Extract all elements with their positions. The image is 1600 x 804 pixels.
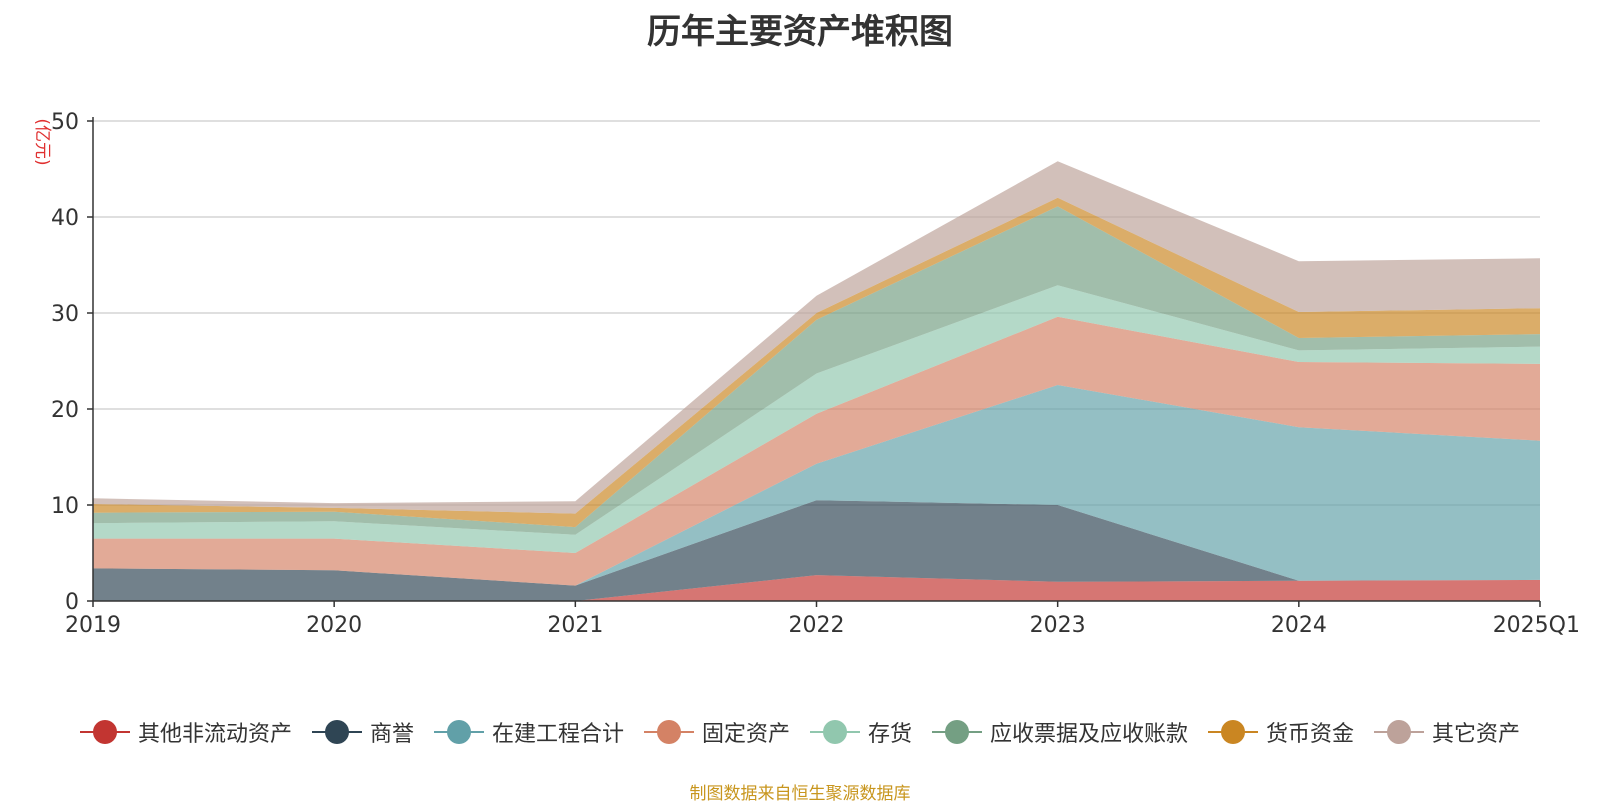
legend-item[interactable]: 应收票据及应收账款 [932, 716, 1188, 748]
source-note: 制图数据来自恒生聚源数据库 [689, 784, 911, 804]
axes: 0 10 20 30 40 50 2019 2020 2021 2022 2023 2024 2025Q… [51, 110, 1580, 638]
legend-marker-icon [810, 720, 860, 744]
legend-marker-icon [311, 720, 362, 744]
legend-label: 货币资金 [1266, 722, 1355, 747]
legend-marker-icon [79, 720, 130, 744]
y-unit-label: (亿元) [32, 118, 52, 165]
x-tick-label: 2019 [65, 613, 121, 638]
legend: 其他非流动资产 商誉 在建工程合计 固定资产 存货 应收票据及应收账款 货币资金 其它资产 [0, 716, 1600, 748]
legend-label: 其他非流动资产 [137, 722, 292, 747]
legend-item[interactable]: 其它资产 [1374, 716, 1520, 748]
y-tick-label: 10 [51, 494, 79, 519]
y-tick-label: 20 [51, 398, 79, 423]
y-tick-label: 30 [51, 302, 79, 327]
legend-item[interactable]: 商誉 [311, 716, 414, 748]
area-series-4 [93, 285, 1540, 553]
area-series-7 [93, 161, 1540, 514]
legend-label: 其它资产 [1432, 722, 1521, 747]
x-tick-label: 2024 [1271, 613, 1327, 638]
legend-item[interactable]: 其他非流动资产 [79, 716, 292, 748]
legend-item[interactable]: 在建工程合计 [433, 716, 624, 748]
x-tick-label: 2020 [306, 613, 362, 638]
legend-marker-icon [643, 720, 694, 744]
stacked-areas [93, 161, 1540, 601]
area-series-5 [93, 206, 1540, 535]
area-series-3 [93, 316, 1540, 586]
x-tick-label: 2023 [1030, 613, 1086, 638]
x-tick-label: 2021 [547, 613, 603, 638]
y-tick-label: 50 [51, 110, 79, 135]
chart-title: 历年主要资产堆积图 [647, 12, 953, 52]
legend-marker-icon [1374, 720, 1425, 744]
legend-item[interactable]: 货币资金 [1208, 716, 1354, 748]
y-tick-label: 0 [65, 590, 79, 615]
area-series-0 [93, 575, 1540, 601]
y-tick-label: 40 [51, 206, 79, 231]
legend-marker-icon [1208, 720, 1259, 744]
legend-label: 在建工程合计 [491, 722, 624, 747]
legend-label: 固定资产 [701, 722, 790, 747]
legend-label: 应收票据及应收账款 [990, 722, 1189, 747]
area-series-1 [93, 500, 1540, 601]
legend-marker-icon [932, 720, 983, 744]
x-tick-label: 2025Q1 [1493, 613, 1580, 638]
legend-item[interactable]: 固定资产 [643, 716, 790, 748]
legend-item[interactable]: 存货 [810, 716, 912, 748]
area-series-2 [93, 385, 1540, 586]
x-tick-label: 2022 [789, 613, 845, 638]
legend-label: 存货 [868, 722, 913, 747]
legend-label: 商誉 [369, 722, 414, 747]
legend-marker-icon [433, 720, 484, 744]
